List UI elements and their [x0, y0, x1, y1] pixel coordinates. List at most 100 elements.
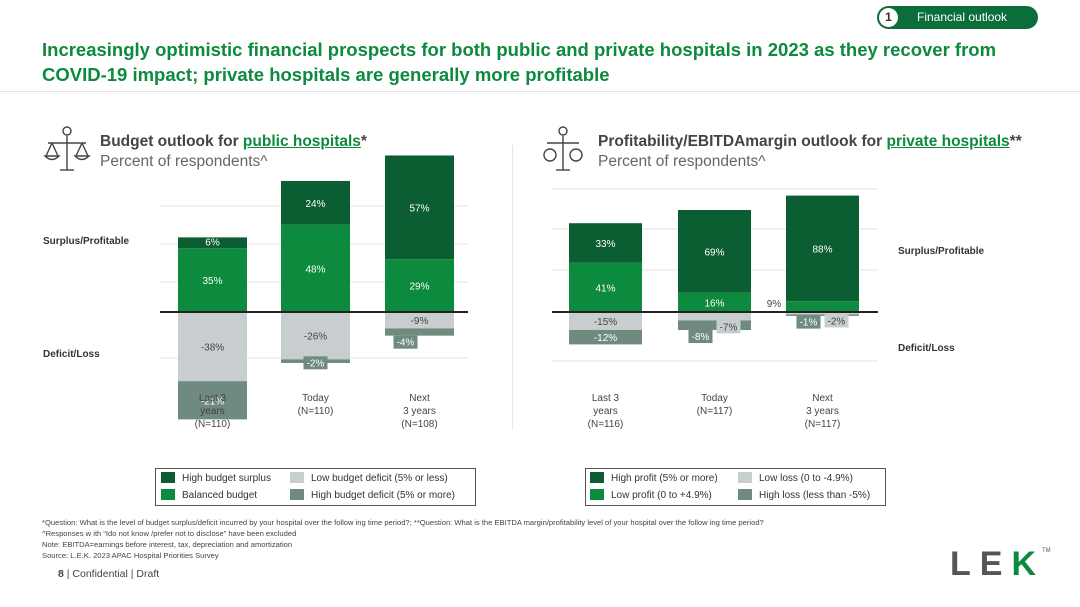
data-label-chip [393, 335, 418, 349]
data-label: 16% [704, 298, 724, 309]
legend-item: Low profit (0 to +4.9%) [590, 489, 712, 501]
right-title-text: Profitability/EBITDAmargin outlook for [598, 133, 887, 150]
data-label: 48% [305, 264, 325, 275]
data-label: -12% [594, 333, 617, 344]
data-label: -8% [692, 332, 710, 343]
lek-logo: LEK [950, 545, 1046, 583]
left-lower-label: Deficit/Loss [43, 349, 100, 360]
bar-segment [678, 312, 751, 321]
category-label: Next [812, 393, 833, 404]
trademark-mark: TM [1042, 548, 1051, 554]
legend-swatch [161, 489, 175, 500]
data-label: -38% [201, 343, 224, 354]
legend-item: High budget surplus [161, 472, 271, 484]
footer-text: | Confidential | Draft [63, 568, 160, 580]
legend-swatch [590, 472, 604, 483]
right-chart-title: Profitability/EBITDAmargin outlook for p… [598, 133, 1022, 151]
data-label: 57% [409, 203, 429, 214]
category-label: 3 years [806, 406, 839, 417]
private-hospitals-link[interactable]: private hospitals [886, 133, 1010, 150]
left-chart-subtitle: Percent of respondents^ [100, 153, 268, 170]
data-label-chip [716, 320, 741, 334]
left-chart-title: Budget outlook for public hospitals* [100, 133, 367, 151]
data-label: -2% [307, 358, 325, 369]
legend-swatch [290, 472, 304, 483]
right-upper-label: Surplus/Profitable [898, 246, 985, 257]
bar-segment [178, 312, 247, 382]
category-label: (N=110) [298, 406, 334, 417]
data-label: -7% [720, 322, 738, 333]
data-label: 9% [767, 299, 782, 310]
page-title: Increasingly optimistic financial prospe… [42, 39, 997, 85]
data-label: 88% [812, 244, 832, 255]
bar-segment [385, 328, 454, 336]
bar-segment [569, 312, 642, 330]
data-label-chip [824, 314, 849, 328]
footnote-responses: ^Responses w ith “Ido not know /prefer n… [42, 529, 297, 538]
category-label: Today [302, 393, 329, 404]
bar-segment [786, 301, 859, 312]
bar-segment [281, 180, 350, 225]
left-title-suffix: * [360, 133, 367, 150]
data-label-chip [303, 356, 328, 370]
footnote-question: *Question: What is the level of budget s… [42, 518, 764, 527]
bar-segment [569, 330, 642, 345]
bar-segment [569, 223, 642, 263]
bar-segment [178, 248, 247, 312]
data-label: -2% [828, 316, 846, 327]
category-label: Last 3 [592, 393, 620, 404]
legend-item: Low budget deficit (5% or less) [290, 472, 448, 484]
legend-swatch [290, 489, 304, 500]
category-label: 3 years [403, 406, 436, 417]
right-title-suffix: ** [1009, 133, 1022, 150]
bar-segment [786, 312, 859, 315]
data-label: 35% [202, 276, 222, 287]
page-number: 8 [58, 568, 64, 580]
data-label: -15% [594, 317, 617, 328]
legend-item: Low loss (0 to -4.9%) [738, 472, 853, 484]
legend-swatch [161, 472, 175, 483]
data-label-chip [688, 330, 713, 343]
bar-segment [678, 292, 751, 312]
page-footer: 8 | Confidential | Draft [58, 568, 159, 580]
category-label: Last 3 [199, 393, 227, 404]
data-label: -1% [800, 318, 818, 329]
bar-segment [178, 237, 247, 249]
bar-segment [678, 210, 751, 293]
category-label: Today [701, 393, 728, 404]
category-label: years [593, 406, 617, 417]
legend-item: High profit (5% or more) [590, 472, 718, 484]
bar-segment [178, 381, 247, 420]
data-label: -9% [411, 316, 429, 327]
data-label: 33% [595, 239, 615, 250]
data-label: -26% [304, 332, 327, 343]
bar-segment [281, 312, 350, 360]
data-label: 6% [205, 237, 220, 248]
data-label-chip [796, 315, 821, 329]
legend-swatch [738, 489, 752, 500]
right-legend [585, 468, 886, 506]
section-label: Financial outlook [917, 10, 1008, 24]
section-number: 1 [879, 8, 898, 27]
bar-segment [786, 314, 859, 316]
public-hospitals-link[interactable]: public hospitals [242, 133, 361, 150]
right-chart-subtitle: Percent of respondents^ [598, 153, 766, 170]
section-badge [877, 6, 1038, 29]
footnote-source: Source: L.E.K. 2023 APAC Hospital Priori… [42, 551, 219, 560]
bar-segment [281, 224, 350, 312]
data-label: -21% [201, 396, 224, 407]
legend-item: High loss (less than -5%) [738, 489, 870, 501]
category-label: (N=117) [805, 419, 841, 430]
footnote-note: Note: EBITDA=earnings before interest, t… [42, 540, 293, 549]
left-legend [155, 468, 476, 506]
bar-segment [385, 259, 454, 312]
data-label: 29% [409, 282, 429, 293]
category-label: (N=117) [697, 406, 733, 417]
right-lower-label: Deficit/Loss [898, 343, 955, 354]
category-label: (N=110) [195, 419, 231, 430]
bar-segment [678, 320, 751, 330]
bar-segment [569, 262, 642, 312]
bar-segment [786, 195, 859, 302]
data-label: -4% [397, 338, 415, 349]
